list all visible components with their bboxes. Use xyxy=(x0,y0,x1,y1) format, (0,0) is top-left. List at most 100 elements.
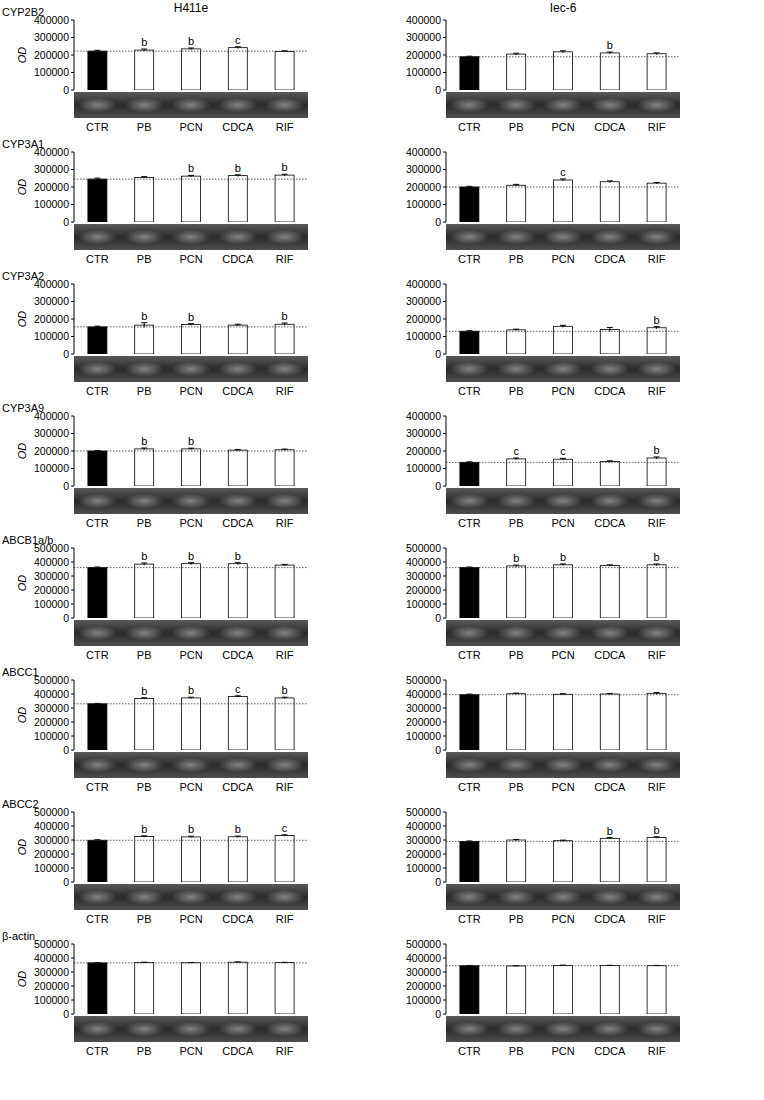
significance-letter: b xyxy=(560,551,566,563)
error-bar xyxy=(188,836,194,837)
significance-letter: b xyxy=(607,825,613,837)
bar xyxy=(275,175,294,222)
error-bar xyxy=(188,697,194,698)
bar xyxy=(554,565,573,618)
y-axis xyxy=(74,152,75,222)
blot-band xyxy=(171,626,210,641)
blot-band xyxy=(450,890,489,905)
x-tick-label: PCN xyxy=(179,781,202,793)
x-tick-label: CTR xyxy=(458,517,481,529)
blot-band xyxy=(78,626,117,641)
x-tick-label: CDCA xyxy=(222,649,254,661)
blot-band xyxy=(590,494,629,509)
x-tick-label: RIF xyxy=(648,253,666,265)
y-tick-label: 100000 xyxy=(406,730,441,742)
blot-band xyxy=(497,362,536,377)
bar xyxy=(88,568,107,618)
error-bar xyxy=(282,564,288,565)
x-tick-label: PB xyxy=(137,649,152,661)
bar xyxy=(600,694,619,750)
bar xyxy=(647,837,666,882)
y-axis xyxy=(446,812,447,882)
bar xyxy=(554,180,573,222)
y-tick-label: 400000 xyxy=(406,820,441,832)
significance-letter: b xyxy=(188,684,194,696)
y-tick-label: 100000 xyxy=(34,730,69,742)
error-bar xyxy=(188,175,194,176)
error-bar xyxy=(607,838,613,839)
blot-band xyxy=(125,626,164,641)
x-tick-label: RIF xyxy=(276,253,294,265)
blot-band xyxy=(497,1022,536,1037)
y-tick-label: 400000 xyxy=(34,278,69,290)
blot-band xyxy=(590,626,629,641)
x-tick-label: RIF xyxy=(276,385,294,397)
x-tick-label: PCN xyxy=(179,121,202,133)
y-tick-label: 0 xyxy=(435,216,441,228)
bar xyxy=(182,698,201,750)
blot-band xyxy=(543,494,582,509)
x-tick-label: PCN xyxy=(551,517,574,529)
y-axis xyxy=(446,548,447,618)
x-tick-label: RIF xyxy=(648,649,666,661)
blot-band xyxy=(218,362,257,377)
bar xyxy=(600,182,619,222)
x-tick-label: CTR xyxy=(86,121,109,133)
x-tick-label: CDCA xyxy=(594,781,626,793)
x-tick-label: RIF xyxy=(276,517,294,529)
y-tick-label: 300000 xyxy=(406,702,441,714)
x-tick-label: CDCA xyxy=(594,385,626,397)
x-tick-label: RIF xyxy=(276,781,294,793)
x-tick-label: PCN xyxy=(551,649,574,661)
blot-band xyxy=(637,890,676,905)
bar xyxy=(275,698,294,750)
error-bar xyxy=(141,448,147,450)
y-tick-label: 0 xyxy=(435,744,441,756)
significance-letter: c xyxy=(513,445,519,457)
blot-band xyxy=(171,362,210,377)
x-tick-label: CTR xyxy=(458,1045,481,1057)
blot-band xyxy=(497,494,536,509)
blot-band xyxy=(450,494,489,509)
significance-letter: b xyxy=(654,314,660,326)
panel: CYP3A9OD0100000200000300000400000bbCTRPB… xyxy=(2,402,308,529)
bar xyxy=(460,568,479,618)
blot-band xyxy=(218,890,257,905)
column-title: H411e xyxy=(174,1,209,15)
y-tick-label: 100000 xyxy=(406,462,441,474)
y-axis-label: OD xyxy=(16,839,28,856)
bar xyxy=(88,327,107,354)
plot-area xyxy=(446,325,680,354)
x-tick-label: PCN xyxy=(551,1045,574,1057)
error-bar xyxy=(282,835,288,836)
bar xyxy=(275,836,294,882)
panel: 0100000200000300000400000bCTRPBPCNCDCARI… xyxy=(406,278,680,398)
blot-band xyxy=(218,626,257,641)
figure: H411eCYP2B2OD0100000200000300000400000bb… xyxy=(0,0,764,1100)
y-tick-label: 300000 xyxy=(406,163,441,175)
control-reference-line xyxy=(74,962,308,963)
blot-band xyxy=(125,98,164,113)
blot-band xyxy=(637,1022,676,1037)
y-axis-label: OD xyxy=(16,575,28,592)
y-tick-label: 0 xyxy=(435,1008,441,1020)
x-tick-label: CDCA xyxy=(222,121,254,133)
bar xyxy=(507,459,526,486)
blot-band xyxy=(265,626,304,641)
blot-band xyxy=(171,98,210,113)
bar xyxy=(460,841,479,882)
bar xyxy=(507,840,526,882)
y-tick-label: 300000 xyxy=(406,427,441,439)
blot-band xyxy=(543,230,582,245)
y-tick-label: 200000 xyxy=(406,848,441,860)
error-bar xyxy=(513,458,519,460)
y-tick-label: 300000 xyxy=(34,295,69,307)
error-bar xyxy=(560,51,566,53)
bar xyxy=(182,564,201,618)
x-tick-label: CTR xyxy=(458,385,481,397)
error-bar xyxy=(235,175,241,177)
x-tick-label: RIF xyxy=(276,913,294,925)
error-bar xyxy=(607,52,613,54)
error-bar xyxy=(235,47,241,49)
bar xyxy=(228,962,247,1014)
